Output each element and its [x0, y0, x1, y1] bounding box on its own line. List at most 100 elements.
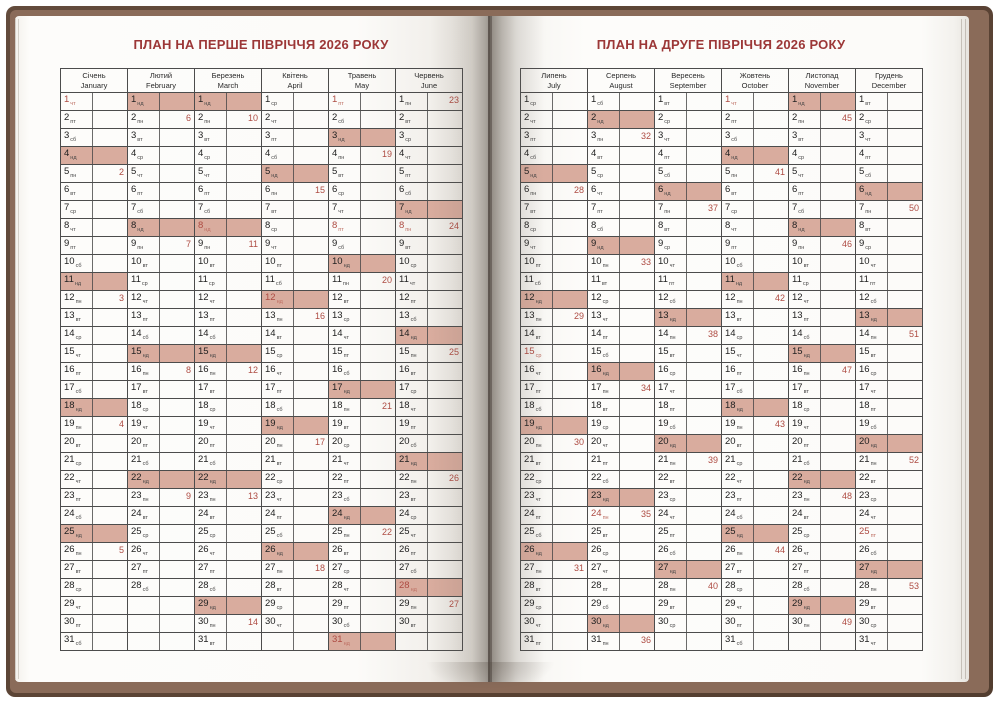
- day-row: 23 чт 23 нд 23: [520, 488, 923, 507]
- weekday-label: чт: [142, 298, 148, 305]
- day-number: 20: [591, 435, 602, 447]
- weekday-label: вт: [669, 352, 675, 359]
- day-number: 20: [332, 435, 343, 447]
- day-row: 23 пт 23 пн 9 23: [60, 488, 463, 507]
- day-number: 19: [792, 417, 803, 429]
- weekday-label: нд: [669, 568, 676, 575]
- month-name-uk: Липень: [541, 71, 567, 80]
- day-cell: 18 сб: [261, 398, 329, 417]
- day-number: 22: [725, 471, 736, 483]
- day-number: 1: [591, 93, 597, 105]
- weekday-label: пт: [669, 406, 676, 413]
- day-cell: 12 сб: [654, 290, 722, 309]
- weekday-label: пт: [798, 190, 804, 197]
- week-number: 26: [448, 472, 459, 483]
- day-cell: 8 чт: [60, 218, 128, 237]
- weekday-label: пт: [597, 208, 603, 215]
- day-number: 14: [658, 327, 669, 339]
- week-number: 22: [381, 526, 392, 537]
- weekday-label: нд: [142, 352, 149, 359]
- day-number: 16: [198, 363, 209, 375]
- day-cell: 4 сб: [261, 146, 329, 165]
- day-row: 13 вт 13 пт 13: [60, 308, 463, 327]
- weekday-label: ср: [736, 334, 743, 341]
- day-number: 22: [859, 471, 870, 483]
- weekday-label: вт: [142, 262, 148, 269]
- day-row: 17 сб 17 вт 17: [60, 380, 463, 399]
- day-cell: 5 чт: [194, 164, 262, 183]
- day-number: 15: [198, 345, 209, 357]
- day-number: 29: [332, 597, 343, 609]
- day-number: 9: [399, 237, 405, 249]
- day-row: 6 пн 28 6 чт 6: [520, 182, 923, 201]
- weekday-label: нд: [271, 172, 278, 179]
- day-number: 29: [658, 597, 669, 609]
- day-cell: 2 чт: [520, 110, 588, 129]
- day-cell: 31 нд: [328, 632, 396, 651]
- day-cell: 1 чт: [60, 92, 128, 111]
- weekday-label: вт: [601, 280, 608, 287]
- day-cell: 8 нд: [788, 218, 856, 237]
- day-cell: 30 ср: [855, 614, 923, 633]
- day-number: 15: [792, 345, 803, 357]
- day-number: 29: [265, 597, 276, 609]
- day-row: 24 сб 24 вт 24: [60, 506, 463, 525]
- day-cell: 3 сб: [60, 128, 128, 147]
- weekday-label: нд: [535, 298, 542, 305]
- weekday-label: пн: [602, 640, 609, 647]
- day-number: 8: [792, 219, 798, 231]
- day-number: 24: [658, 507, 669, 519]
- weekday-label: пт: [602, 586, 609, 593]
- day-cell: 30 чт: [261, 614, 329, 633]
- day-cell: 22 пт: [328, 470, 396, 489]
- day-number: 30: [332, 615, 343, 627]
- weekday-label: пн: [597, 136, 604, 143]
- day-cell: 27 нд: [855, 560, 923, 579]
- week-number: 18: [314, 562, 325, 573]
- day-number: 11: [792, 273, 802, 285]
- weekday-label: пн: [535, 316, 542, 323]
- empty-cell: [261, 632, 329, 651]
- day-cell: 11 вт: [587, 272, 655, 291]
- day-cell: 29 ср: [261, 596, 329, 615]
- day-number: 5: [725, 165, 731, 177]
- weekday-label: пн: [530, 190, 537, 197]
- weekday-label: ср: [271, 226, 278, 233]
- weekday-label: сб: [870, 424, 877, 431]
- day-row: 18 нд 18 ср 18: [60, 398, 463, 417]
- day-cell: 3 пт: [520, 128, 588, 147]
- day-cell: 2 ср: [855, 110, 923, 129]
- day-cell: 5 сб: [855, 164, 923, 183]
- day-number: 7: [591, 201, 597, 213]
- day-cell: 6 ср: [328, 182, 396, 201]
- day-cell: 13 вт: [721, 308, 789, 327]
- day-number: 14: [198, 327, 209, 339]
- weekday-label: ср: [410, 262, 417, 269]
- weekday-label: вт: [870, 478, 876, 485]
- day-number: 15: [524, 345, 535, 357]
- day-cell: 26 пн 44: [721, 542, 789, 561]
- day-cell: 29 чт: [60, 596, 128, 615]
- weekday-label: вт: [343, 298, 349, 305]
- day-cell: 16 пт: [60, 362, 128, 381]
- day-number: 23: [725, 489, 736, 501]
- day-number: 6: [524, 183, 530, 195]
- day-cell: 8 нд: [194, 218, 262, 237]
- day-number: 23: [859, 489, 870, 501]
- weekday-label: нд: [798, 226, 805, 233]
- day-cell: 2 сб: [328, 110, 396, 129]
- weekday-label: пт: [870, 532, 877, 539]
- weekday-label: чт: [276, 496, 282, 503]
- day-number: 11: [399, 273, 409, 285]
- day-number: 28: [658, 579, 669, 591]
- weekday-label: пн: [343, 532, 350, 539]
- day-number: 26: [131, 543, 142, 555]
- day-cell: 28 ср: [60, 578, 128, 597]
- weekday-label: ср: [602, 298, 609, 305]
- month-name-en: February: [145, 80, 176, 90]
- weekday-label: вт: [75, 442, 81, 449]
- weekday-label: вт: [803, 388, 809, 395]
- weekday-label: ср: [271, 100, 278, 107]
- day-number: 27: [658, 561, 669, 573]
- weekday-label: нд: [276, 298, 283, 305]
